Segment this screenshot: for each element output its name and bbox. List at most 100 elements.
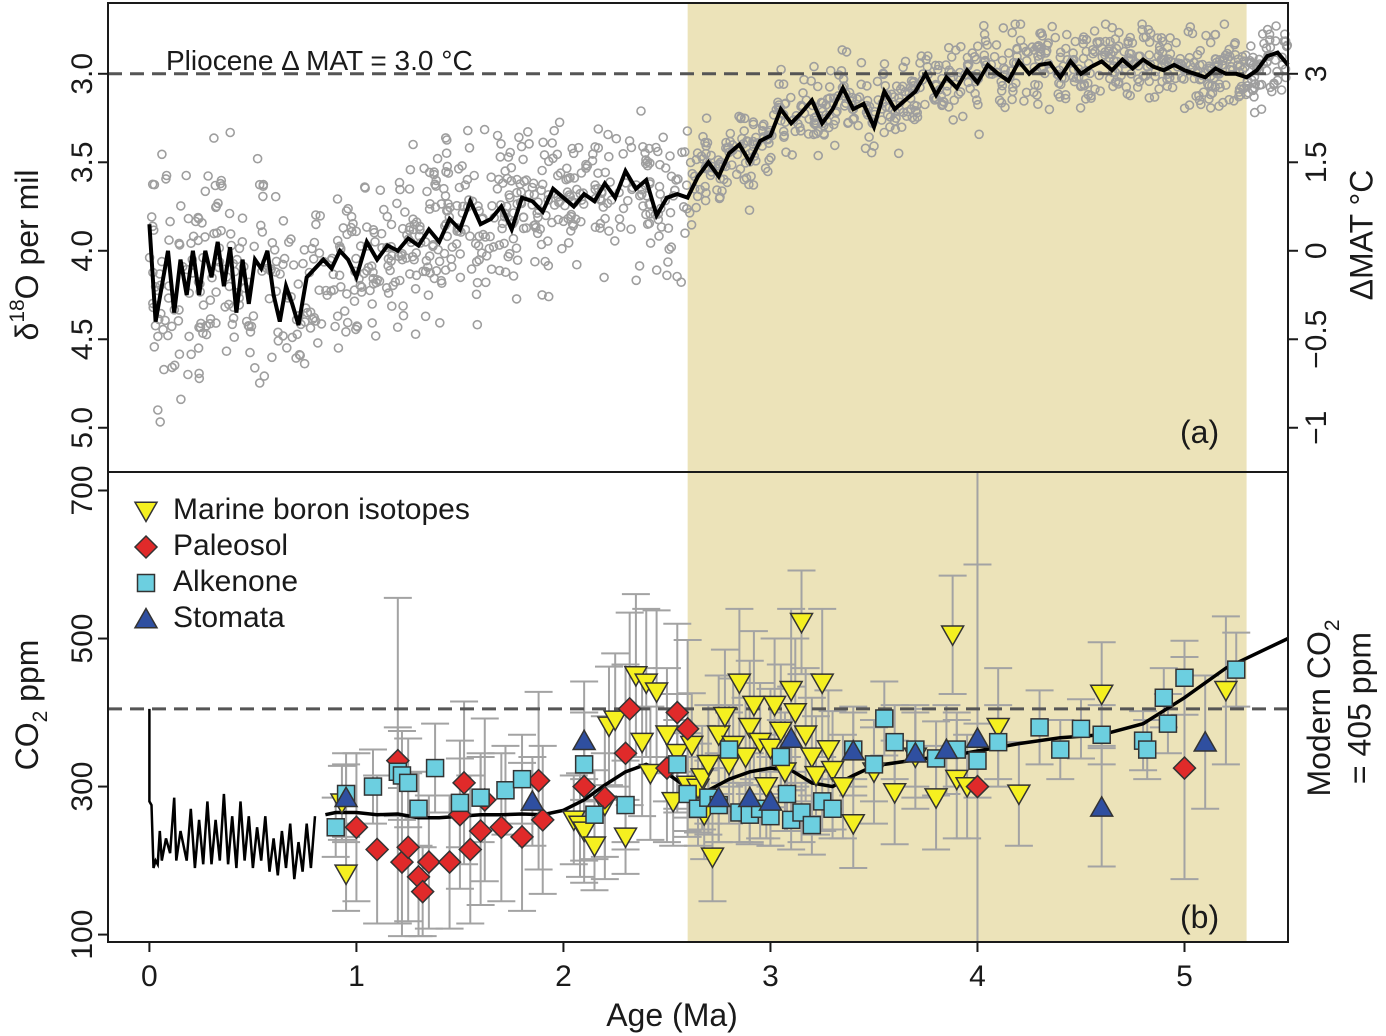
d18o-point [469, 170, 480, 181]
d18o-point [493, 174, 504, 185]
marine-boron-isotopes-point [582, 836, 607, 858]
marine-boron-isotopes-point [333, 864, 359, 886]
d18o-point [764, 155, 774, 165]
d18o-point [429, 169, 439, 180]
d18o-point [739, 113, 750, 124]
d18o-point [424, 251, 435, 261]
d18o-point [1234, 87, 1244, 97]
d18o-point [332, 235, 343, 246]
d18o-point [603, 151, 614, 162]
d18o-point [505, 147, 516, 158]
d18o-point [1060, 93, 1071, 104]
d18o-point [587, 149, 598, 159]
d18o-point [656, 222, 667, 232]
d18o-point [1215, 54, 1225, 65]
d18o-point [1201, 30, 1211, 41]
d18o-point [812, 81, 823, 92]
d18o-tick-label: 3.5 [66, 141, 99, 183]
d18o-point [644, 143, 654, 154]
dmat-tick-label: 1.5 [1300, 141, 1333, 183]
d18o-point [346, 226, 357, 237]
alkenone-point [409, 799, 428, 819]
legend-marker-paleosol [133, 534, 159, 560]
d18o-point [1272, 66, 1282, 77]
marine-boron-isotopes-point [665, 743, 690, 766]
alkenone-point [1158, 714, 1178, 733]
d18o-point [1021, 55, 1032, 66]
co2-axis-label-subscript: 2 [29, 711, 52, 723]
d18o-point [631, 275, 642, 286]
d18o-point [471, 256, 482, 267]
d18o-point [149, 341, 160, 352]
d18o-point [1162, 81, 1172, 91]
d18o-point [698, 131, 708, 142]
d18o-point [441, 206, 452, 216]
d18o-point [1104, 53, 1115, 63]
d18o-point [386, 219, 397, 230]
alkenone-point [968, 751, 987, 770]
d18o-point [555, 168, 566, 178]
d18o-point [460, 180, 471, 190]
d18o-point [824, 82, 835, 92]
d18o-point [644, 158, 655, 168]
d18o-point [624, 136, 635, 146]
alkenone-point [1226, 660, 1246, 679]
legend-marker-stomata [133, 607, 159, 629]
legend: Marine boron isotopesPaleosolAlkenoneSto… [133, 493, 470, 634]
alkenone-point [864, 755, 884, 774]
d18o-point [321, 285, 331, 296]
marine-boron-isotopes-point [840, 814, 866, 836]
marine-boron-isotopes-point [762, 695, 787, 718]
d18o-point [1196, 99, 1206, 110]
d18o-point [1019, 96, 1029, 106]
d18o-point [893, 148, 904, 159]
d18o-point [346, 211, 357, 222]
d18o-point [539, 150, 550, 160]
alkenone-point [363, 777, 383, 796]
d18o-point [854, 92, 865, 102]
d18o-point [1144, 93, 1155, 103]
d18o-point [1055, 47, 1066, 58]
legend-marker-alkenone [136, 573, 156, 593]
d18o-point [355, 280, 366, 291]
marine-boron-isotopes-point [820, 760, 845, 783]
d18o-point [618, 203, 629, 214]
d18o-point [1256, 79, 1267, 90]
d18o-point [375, 185, 386, 195]
d18o-point [341, 206, 352, 216]
d18o-point [305, 307, 316, 318]
d18o-point [529, 189, 540, 200]
d18o-point [360, 183, 371, 193]
d18o-point [198, 300, 209, 310]
d18o-point [386, 301, 397, 312]
marine-boron-isotopes-point [1006, 784, 1032, 806]
d18o-point [203, 171, 213, 181]
d18o-point [330, 321, 340, 332]
d18o-point [486, 264, 497, 275]
d18o-point [823, 122, 834, 133]
d18o-point [955, 87, 966, 97]
d18o-point [169, 360, 180, 371]
d18o-point [634, 190, 645, 201]
d18o-point [432, 153, 443, 164]
d18o-point [1210, 29, 1221, 40]
d18o-point [486, 172, 497, 182]
d18o-point [1149, 92, 1160, 102]
d18o-point [760, 163, 771, 174]
d18o-point [541, 210, 551, 221]
d18o-point [837, 45, 848, 55]
d18o-point [267, 352, 277, 363]
d18o-point [829, 140, 840, 151]
d18o-point [1015, 35, 1026, 46]
d18o-point [739, 174, 750, 185]
d18o-point [906, 76, 917, 86]
marine-boron-isotopes-point [816, 740, 841, 762]
d18o-point [419, 163, 429, 174]
d18o-point [480, 277, 491, 288]
legend-label-alkenone: Alkenone [173, 565, 298, 598]
marine-boron-isotopes-point [1213, 680, 1239, 703]
alkenone-point [1154, 688, 1174, 707]
d18o-point [245, 347, 255, 358]
alkenone-point [988, 732, 1008, 752]
d18o-point [538, 137, 548, 148]
